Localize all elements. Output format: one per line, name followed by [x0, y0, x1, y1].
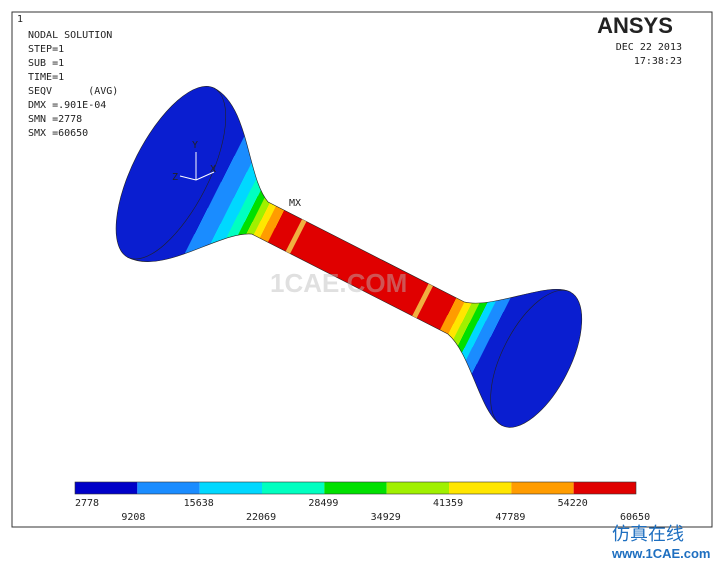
legend-label: 41359	[433, 498, 463, 509]
triad	[179, 152, 215, 181]
header-line: TIME=1	[28, 72, 64, 83]
legend-swatch	[199, 482, 262, 494]
right-end	[490, 289, 583, 428]
legend-swatch	[324, 482, 387, 494]
window-number: 1	[17, 14, 23, 25]
date: DEC 22 2013	[616, 42, 682, 53]
legend-label: 54220	[558, 498, 588, 509]
legend-label: 2778	[75, 498, 99, 509]
axis-y: Y	[192, 140, 198, 151]
axis-x: X	[210, 164, 216, 175]
legend-swatch	[573, 482, 636, 494]
watermark-url: www.1CAE.com	[611, 546, 710, 561]
legend-label: 15638	[184, 498, 214, 509]
legend-label: 9208	[121, 512, 145, 523]
ring	[412, 283, 433, 319]
logo: ANSYS	[597, 13, 673, 38]
legend-label: 34929	[371, 512, 401, 523]
legend-swatch	[511, 482, 574, 494]
legend-label: 22069	[246, 512, 276, 523]
legend-frame	[74, 481, 637, 495]
max-marker: MX	[289, 198, 301, 209]
legend-label: 60650	[620, 512, 650, 523]
header-line: DMX =.901E-04	[28, 100, 106, 111]
legend-label: 28499	[308, 498, 338, 509]
ring	[285, 219, 307, 254]
header-block: NODAL SOLUTION STEP=1 SUB =1 TIME=1 SEQV (AV…	[28, 30, 118, 139]
header-line: SMX =60650	[28, 128, 88, 139]
axis-z: Z	[172, 172, 178, 183]
header-line: SMN =2778	[28, 114, 82, 125]
legend-swatch	[386, 482, 449, 494]
legend-swatch	[262, 482, 325, 494]
legend-swatch	[137, 482, 200, 494]
specimen	[115, 85, 583, 428]
legend-swatch	[449, 482, 512, 494]
header-line: SUB =1	[28, 58, 64, 69]
left-end	[115, 85, 227, 260]
header-line: SEQV (AVG)	[28, 86, 118, 97]
legend-label: 47789	[495, 512, 525, 523]
header-line: NODAL SOLUTION	[28, 30, 112, 41]
watermark-cn: 仿真在线	[612, 524, 684, 545]
legend-swatch	[75, 482, 138, 494]
watermark: 1CAE.COM	[270, 268, 407, 298]
min-marker: MN	[538, 417, 550, 428]
legend: 2778 9208 15638 22069 28499 34929 41359 47789 54…	[74, 481, 650, 523]
header-line: STEP=1	[28, 44, 64, 55]
time: 17:38:23	[634, 56, 682, 67]
